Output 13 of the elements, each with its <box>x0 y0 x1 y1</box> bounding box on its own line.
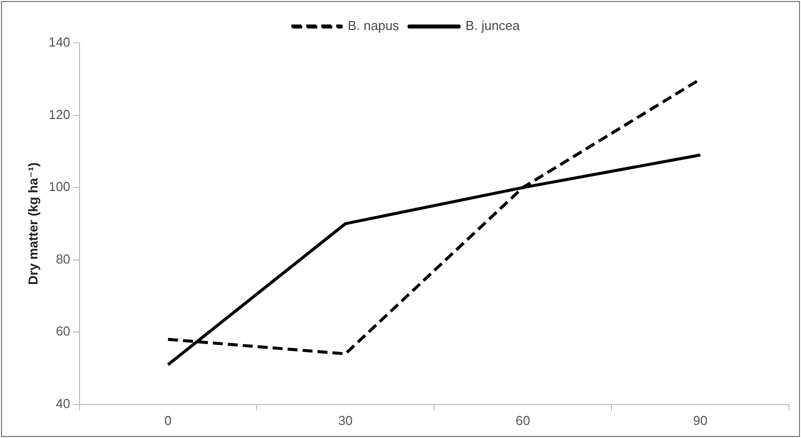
y-tick-label: 80 <box>56 251 70 266</box>
y-tick-label: 120 <box>48 106 70 122</box>
x-tick-label: 90 <box>693 412 708 428</box>
x-tick-label: 60 <box>516 412 530 428</box>
legend-label: B. juncea <box>466 18 521 34</box>
y-axis-title: Dry matter (kg ha⁻¹) <box>25 162 40 285</box>
y-tick-label: 100 <box>48 179 70 194</box>
y-tick-label: 60 <box>56 324 70 339</box>
y-tick-label: 140 <box>48 34 70 50</box>
legend-label: B. napus <box>348 18 400 34</box>
x-tick-label: 30 <box>338 412 353 428</box>
x-tick-label: 0 <box>164 412 172 428</box>
y-tick-label: 40 <box>56 396 70 411</box>
